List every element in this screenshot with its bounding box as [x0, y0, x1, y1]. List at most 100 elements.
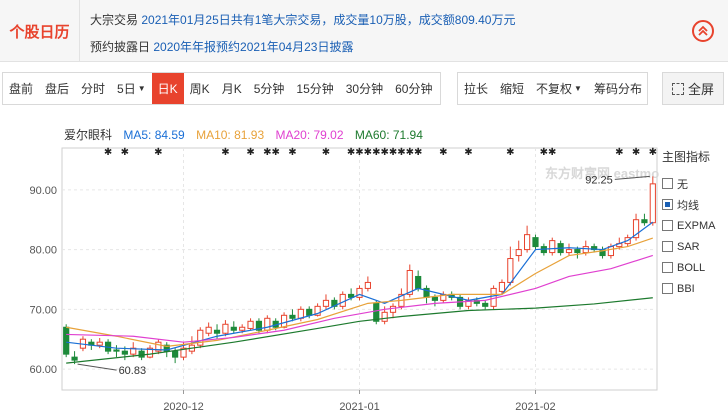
kline-chart[interactable]: 90.00 80.00 70.00 60.00 2020-12 2021-01 2021-0… [0, 140, 660, 419]
event-marker: ✱ [221, 147, 229, 158]
period-tab-10[interactable]: 60分钟 [389, 73, 438, 104]
candle-body [565, 249, 573, 254]
candle-body [641, 219, 648, 224]
block-trade-line: 大宗交易 2021年01月25日共有1笔大宗交易，成交量10万股，成交额809.… [90, 11, 515, 28]
candle-body [297, 308, 304, 319]
candle-body [138, 350, 145, 358]
period-tab-2[interactable]: 分时 [75, 73, 111, 104]
min-price-label: 60.83 [119, 365, 147, 377]
event-marker: ✱ [322, 147, 330, 158]
candle-body [264, 317, 271, 331]
tool-button-2[interactable]: 不复权 ▼ [530, 73, 588, 104]
indicator-option-5[interactable]: BBI [662, 278, 726, 299]
period-tab-label: 5分钟 [253, 82, 285, 96]
disclosure-detail-link[interactable]: 2020年年报预约2021年04月23日披露 [153, 40, 354, 54]
event-marker: ✱ [288, 147, 296, 158]
legend-ma20: MA20: 79.02 [275, 128, 344, 142]
checkbox-icon [662, 241, 673, 252]
indicator-option-label: BOLL [677, 261, 706, 274]
candle-body [213, 329, 221, 334]
candle-body [632, 219, 640, 239]
period-tab-3[interactable]: 5日 ▼ [111, 73, 152, 104]
legend-ma5: MA5: 84.59 [123, 128, 185, 142]
period-tab-label: 盘前 [9, 82, 34, 96]
checkbox-icon [662, 262, 673, 273]
period-toolbar: 盘前 盘后 分时 5日 ▼ 日K 周K 月K 5分钟 15分钟 30分钟 60分钟 [2, 72, 441, 105]
indicator-option-label: EXPMA [677, 219, 716, 232]
candle-body [71, 356, 78, 361]
period-tab-label: 5日 [117, 82, 136, 96]
candle-body [96, 341, 103, 346]
candle-body [230, 326, 237, 331]
tool-button-label: 不复权 [536, 82, 573, 96]
indicator-option-label: SAR [677, 240, 700, 253]
event-marker: ✱ [389, 147, 397, 158]
candle-body [356, 287, 363, 298]
indicator-option-2[interactable]: EXPMA [662, 215, 726, 236]
disclosure-label: 预约披露日 [90, 40, 151, 54]
tools-toolbar: 拉长 缩短 不复权 ▼ 筹码分布 [457, 72, 648, 105]
indicator-option-0[interactable]: 无 [662, 173, 726, 194]
period-tab-label: 60分钟 [395, 82, 433, 96]
indicator-option-label: 均线 [677, 199, 699, 212]
event-marker: ✱ [406, 147, 414, 158]
period-tab-4[interactable]: 日K [151, 73, 184, 104]
candle-body [364, 281, 371, 289]
tool-button-3[interactable]: 筹码分布 [588, 73, 648, 104]
fullscreen-button[interactable]: 全屏 [662, 72, 724, 105]
candle-body [289, 314, 296, 319]
period-tab-5[interactable]: 周K [184, 73, 216, 104]
candle-body [406, 269, 413, 295]
period-tab-label: 盘后 [45, 82, 70, 96]
caret-down-icon: ▼ [574, 84, 582, 93]
candle-body [255, 320, 263, 331]
event-marker: ✱ [540, 147, 548, 158]
indicator-option-label: 无 [677, 178, 688, 191]
period-tab-0[interactable]: 盘前 [3, 73, 39, 104]
block-trade-detail-link[interactable]: 2021年01月25日共有1笔大宗交易，成交量10万股，成交额809.40万元 [141, 13, 516, 27]
indicator-panel-title: 主图指标 [662, 150, 711, 164]
candle-body [415, 275, 422, 289]
candle-body [549, 240, 556, 254]
candle-body [515, 249, 522, 257]
checkbox-icon [662, 178, 673, 189]
event-marker: ✱ [347, 147, 355, 158]
tool-button-label: 筹码分布 [593, 82, 642, 96]
y-tick-label: 60.00 [29, 364, 57, 376]
candle-body [373, 302, 380, 322]
candle-body [146, 347, 154, 358]
period-tab-label: 分时 [81, 82, 106, 96]
event-marker: ✱ [364, 147, 372, 158]
ma-line-ma10 [66, 237, 654, 347]
period-tab-7[interactable]: 5分钟 [248, 73, 291, 104]
event-marker: ✱ [414, 147, 422, 158]
indicator-option-1[interactable]: 均线 [662, 194, 726, 215]
indicator-option-4[interactable]: BOLL [662, 257, 726, 278]
double-chevron-up-icon[interactable] [692, 20, 714, 42]
candle-body [222, 323, 229, 334]
event-marker: ✱ [615, 147, 623, 158]
period-tab-label: 月K [221, 82, 242, 96]
x-tick-label: 2021-02 [515, 401, 555, 413]
event-marker: ✱ [246, 147, 254, 158]
period-tab-8[interactable]: 15分钟 [290, 73, 339, 104]
tool-button-1[interactable]: 缩短 [494, 73, 530, 104]
period-tab-9[interactable]: 30分钟 [340, 73, 389, 104]
legend-ma10: MA10: 81.93 [196, 128, 265, 142]
candle-body [498, 281, 506, 292]
candle-body [314, 305, 321, 316]
candle-body [532, 237, 539, 248]
event-marker: ✱ [272, 147, 280, 158]
event-marker: ✱ [263, 147, 271, 158]
indicator-option-label: BBI [677, 282, 695, 295]
period-tab-1[interactable]: 盘后 [39, 73, 75, 104]
indicator-option-3[interactable]: SAR [662, 236, 726, 257]
event-marker: ✱ [649, 147, 657, 158]
calendar-title: 个股日历 [0, 0, 80, 62]
candle-body [381, 311, 388, 322]
tool-button-0[interactable]: 拉长 [458, 73, 494, 104]
period-tab-6[interactable]: 月K [216, 73, 248, 104]
candle-body [172, 350, 179, 358]
x-tick-label: 2020-12 [163, 401, 203, 413]
stock-calendar-panel: 个股日历 大宗交易 2021年01月25日共有1笔大宗交易，成交量10万股，成交… [0, 0, 728, 62]
